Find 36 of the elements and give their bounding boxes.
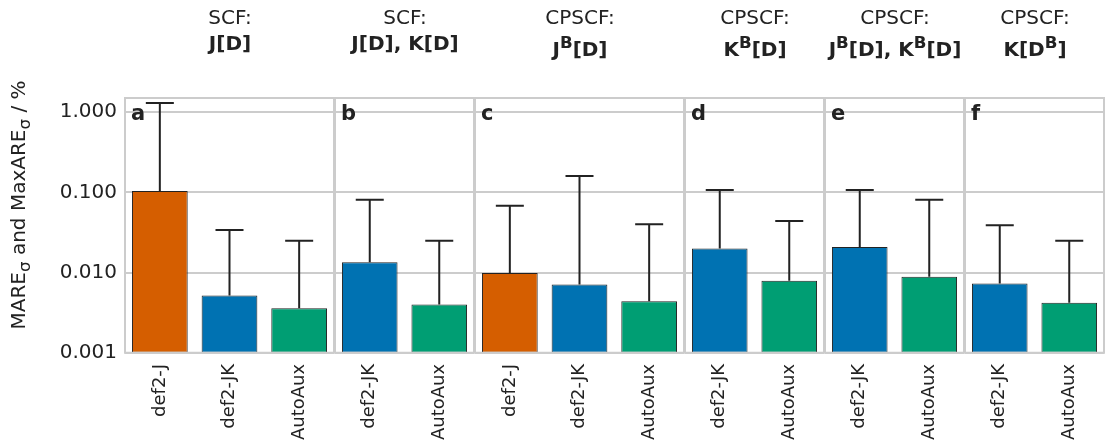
x-tick-label: def2-J <box>147 363 169 417</box>
x-tick-label: AutoAux <box>636 363 658 441</box>
x-tick-label: def2-JK <box>987 362 1009 429</box>
x-tick-label: def2-J <box>497 363 519 417</box>
x-tick-label: AutoAux <box>286 363 308 441</box>
x-tick-label: AutoAux <box>776 363 798 441</box>
x-tick-label: def2-JK <box>357 362 379 429</box>
y-tick-label: 0.010 <box>59 258 117 283</box>
annotation: b <box>341 100 357 125</box>
annotation: a <box>131 100 146 125</box>
chart-subtitle: J[D] <box>208 31 252 55</box>
x-tick-label: def2-JK <box>707 362 729 429</box>
chart-title: CPSCF: <box>545 5 615 29</box>
y-tick-label: 0.001 <box>59 339 117 364</box>
x-tick-label: def2-JK <box>217 362 239 429</box>
chart-title: CPSCF: <box>860 5 930 29</box>
chart-subtitle: K$^{B}$[D] <box>723 33 787 61</box>
annotation: f <box>971 100 981 125</box>
annotation: c <box>481 100 494 125</box>
chart-title: SCF: <box>383 5 427 29</box>
y-tick-label: 1.000 <box>59 98 117 123</box>
annotation: d <box>691 100 707 125</box>
chart-title: CPSCF: <box>720 5 790 29</box>
chart-title: SCF: <box>208 5 252 29</box>
chart-subtitle: K[D$^{B}$] <box>1003 33 1067 61</box>
x-tick-label: AutoAux <box>1056 363 1078 441</box>
chart-subtitle: J$^{B}$[D] <box>552 33 608 61</box>
x-tick-label: def2-JK <box>567 362 589 429</box>
y-tick-label: 0.100 <box>59 178 117 203</box>
x-tick-label: AutoAux <box>426 363 448 441</box>
chart-title: CPSCF: <box>1000 5 1070 29</box>
chart-subtitle: J$^{B}$[D], K$^{B}$[D] <box>828 33 962 61</box>
annotation: e <box>831 100 846 125</box>
chart-subtitle: J[D], K[D] <box>351 31 459 55</box>
x-tick-label: AutoAux <box>916 363 938 441</box>
x-tick-label: def2-JK <box>847 362 869 429</box>
